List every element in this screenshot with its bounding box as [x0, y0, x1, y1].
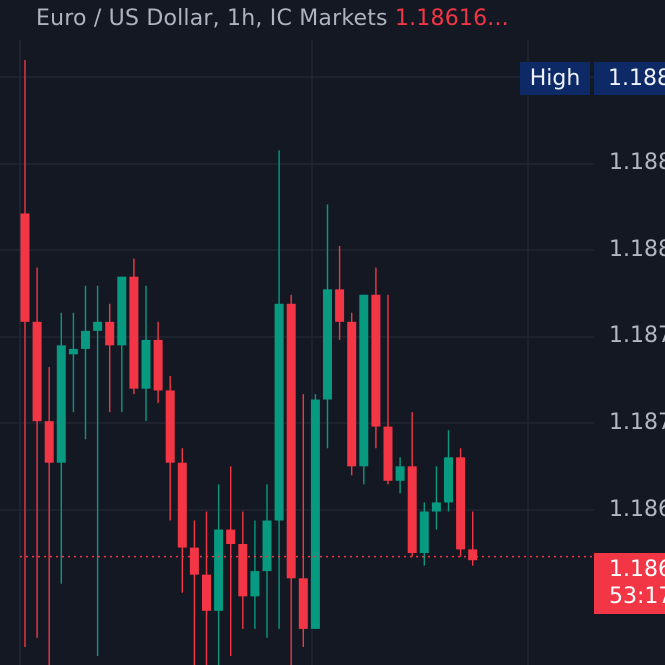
- candle: [189, 520, 199, 665]
- candle: [468, 511, 478, 566]
- candle-body: [468, 549, 478, 561]
- candle: [238, 511, 248, 629]
- candle: [93, 285, 103, 656]
- last-price: 1.18616...: [394, 6, 509, 31]
- candle: [262, 484, 272, 638]
- candle: [141, 285, 151, 422]
- candle-body: [456, 457, 466, 550]
- candle-body: [202, 574, 211, 611]
- candle: [286, 294, 296, 665]
- candle: [153, 321, 163, 404]
- candle: [395, 457, 405, 494]
- candle-body: [371, 294, 381, 427]
- price-axis-label: 1.188: [609, 150, 665, 175]
- candle-body: [407, 466, 417, 554]
- candle-body: [444, 457, 453, 503]
- candle-body: [189, 547, 199, 575]
- candle: [431, 466, 441, 530]
- candle-body: [226, 529, 236, 544]
- candle: [214, 484, 224, 665]
- candle-body: [298, 578, 308, 629]
- candle-body: [105, 321, 115, 346]
- current-price-value: 1.186: [609, 557, 665, 582]
- symbol-name: Euro / US Dollar, 1h, IC Markets: [36, 6, 388, 31]
- candle: [371, 267, 381, 449]
- candle-body: [81, 330, 90, 349]
- candle-body: [117, 276, 127, 346]
- price-axis-label: 1.186: [609, 497, 665, 522]
- candle-body: [310, 399, 320, 629]
- candle-body: [383, 426, 393, 481]
- candle: [310, 394, 320, 629]
- candle-body: [141, 339, 151, 389]
- candle-body: [323, 289, 332, 400]
- candle-body: [347, 321, 357, 467]
- high-marker-label: High: [520, 62, 590, 95]
- candle: [335, 245, 345, 340]
- bar-countdown: 53:17: [609, 584, 665, 609]
- symbol-header[interactable]: Euro / US Dollar, 1h, IC Markets 1.18616…: [36, 6, 509, 31]
- high-marker-price: 1.188: [594, 62, 665, 95]
- candle-body: [431, 502, 441, 512]
- current-price-badge: 1.186 53:17: [594, 553, 665, 614]
- candle: [44, 366, 54, 665]
- candle-body: [395, 466, 405, 481]
- price-axis-label: 1.187: [609, 410, 665, 435]
- candle: [117, 276, 127, 413]
- candle: [32, 267, 42, 638]
- candle: [105, 303, 115, 413]
- candle-body: [129, 276, 139, 389]
- candle: [226, 466, 236, 656]
- candle: [323, 204, 332, 449]
- candle: [383, 294, 393, 485]
- candle: [274, 150, 284, 629]
- candle: [165, 376, 175, 521]
- candle-body: [274, 303, 284, 521]
- candles: [20, 59, 478, 665]
- price-axis-label: 1.187: [609, 323, 665, 348]
- candle-body: [44, 421, 54, 463]
- candle-body: [238, 543, 248, 597]
- candle: [56, 312, 66, 584]
- price-axis-label: 1.188: [609, 237, 665, 262]
- candle: [202, 511, 211, 665]
- candle-body: [93, 321, 103, 331]
- candle: [347, 312, 357, 476]
- candle-body: [359, 294, 369, 467]
- candle-body: [262, 520, 272, 572]
- candle: [444, 430, 453, 512]
- candle: [359, 294, 369, 485]
- candle-body: [20, 213, 30, 322]
- candle-body: [56, 345, 66, 463]
- candle-body: [153, 339, 163, 391]
- candle-body: [286, 303, 296, 579]
- candle: [129, 258, 139, 395]
- candle: [81, 285, 90, 440]
- candle-body: [68, 348, 78, 355]
- candle: [419, 502, 429, 566]
- candle-body: [165, 390, 175, 463]
- candle: [298, 394, 308, 647]
- candle: [250, 520, 260, 629]
- candle-body: [177, 462, 187, 548]
- grid-lines: [0, 40, 594, 665]
- candle: [20, 59, 30, 647]
- candle-body: [250, 571, 260, 597]
- candle-body: [214, 529, 224, 611]
- candle: [68, 312, 78, 413]
- candle: [407, 412, 417, 557]
- candle-body: [32, 321, 42, 422]
- candle: [177, 448, 187, 593]
- candle-body: [419, 511, 429, 554]
- candle: [456, 448, 466, 557]
- candle-body: [335, 289, 345, 322]
